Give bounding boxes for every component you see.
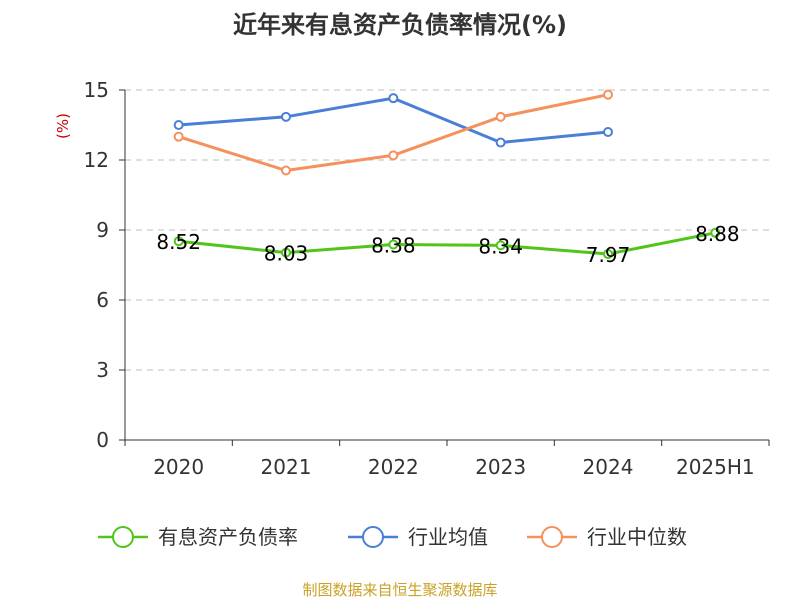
series-line-1 xyxy=(178,96,609,144)
y-tick-label: 9 xyxy=(96,218,109,242)
legend-marker xyxy=(362,526,384,548)
y-tick-label: 15 xyxy=(84,78,109,102)
data-label: 8.38 xyxy=(371,233,416,257)
data-point xyxy=(603,89,613,100)
data-point xyxy=(603,127,613,137)
data-point xyxy=(388,93,399,104)
data-point xyxy=(495,240,506,251)
data-point xyxy=(281,247,291,258)
y-tick-label: 6 xyxy=(96,288,109,312)
y-tick-label: 3 xyxy=(96,358,109,382)
x-tick-label: 2020 xyxy=(153,455,204,479)
legend-label: 行业中位数 xyxy=(587,525,687,549)
legend-marker xyxy=(112,526,134,548)
legend-marker xyxy=(541,526,563,548)
y-tick-label: 12 xyxy=(84,148,109,172)
legend-item-0: 有息资产负债率 xyxy=(98,525,298,549)
legend-label: 行业均值 xyxy=(408,525,488,549)
source-note: 制图数据来自恒生聚源数据库 xyxy=(302,581,497,599)
data-point xyxy=(281,111,291,122)
chart-title: 近年来有息资产负债率情况(%) xyxy=(233,11,567,39)
data-label: 8.34 xyxy=(478,234,523,258)
data-point xyxy=(281,165,291,176)
data-point xyxy=(495,111,506,122)
x-tick-label: 2023 xyxy=(475,455,526,479)
data-label: 8.88 xyxy=(695,222,740,246)
data-point xyxy=(603,249,613,260)
legend-item-1: 行业均值 xyxy=(348,525,488,549)
data-point xyxy=(173,120,184,130)
data-point xyxy=(388,239,399,250)
data-point xyxy=(710,227,721,238)
data-label: 7.97 xyxy=(586,243,631,267)
x-tick-label: 2021 xyxy=(261,455,312,479)
y-axis-unit: (%) xyxy=(54,113,72,139)
data-label: 8.52 xyxy=(156,230,201,254)
x-tick-label: 2022 xyxy=(368,455,419,479)
legend-label: 有息资产负债率 xyxy=(158,525,298,549)
data-point xyxy=(173,131,184,142)
y-tick-label: 0 xyxy=(96,428,109,452)
x-tick-label: 2024 xyxy=(583,455,634,479)
data-label: 8.03 xyxy=(264,242,309,266)
series-line-0 xyxy=(178,231,716,256)
x-tick-label: 2025H1 xyxy=(676,455,755,479)
data-point xyxy=(388,150,399,161)
legend-item-2: 行业中位数 xyxy=(527,525,687,549)
data-point xyxy=(495,137,506,148)
data-point xyxy=(173,236,184,247)
